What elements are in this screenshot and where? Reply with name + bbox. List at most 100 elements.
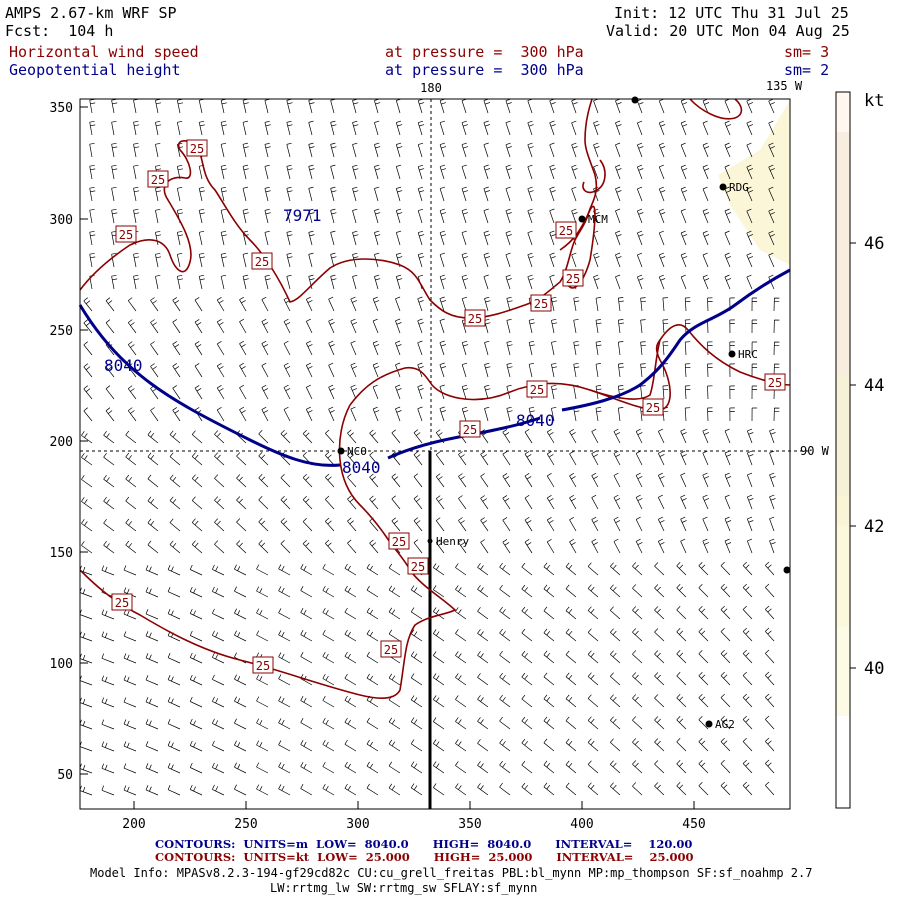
height-label: 8040: [516, 411, 555, 430]
wind-barb: [635, 472, 643, 488]
wind-barb: [350, 384, 358, 400]
wind-barb: [305, 340, 313, 356]
wind-barb: [702, 252, 709, 268]
wind-barb: [105, 319, 115, 334]
wind-barb: [435, 517, 445, 532]
wind-barb: [587, 672, 599, 686]
wind-barb: [211, 696, 225, 708]
wind-barb: [439, 164, 447, 180]
wind-barb: [587, 782, 599, 796]
wind-barb: [549, 98, 556, 114]
wind-barb: [344, 761, 357, 774]
wind-barb: [191, 452, 203, 466]
wind-barb: [724, 428, 731, 444]
wind-barb: [145, 609, 159, 620]
wind-barb: [565, 716, 577, 730]
wind-barb: [654, 562, 665, 576]
y-tick-label: 300: [50, 213, 73, 228]
wind-barb: [410, 717, 423, 730]
wind-barb: [698, 672, 709, 686]
wind-barb: [239, 406, 247, 422]
wind-barb: [242, 120, 248, 136]
wind-barb: [145, 587, 159, 598]
wind-barb: [439, 98, 447, 114]
wind-barb: [194, 385, 203, 400]
wind-barb: [308, 208, 315, 224]
wind-barb: [742, 759, 753, 774]
wind-barb: [613, 494, 621, 510]
wind-barb: [521, 562, 533, 576]
wind-barb: [264, 164, 270, 180]
wind-barb: [769, 494, 776, 510]
wind-barb: [111, 208, 118, 224]
wind-barb: [167, 740, 181, 752]
wind-barb: [680, 516, 687, 532]
wind-barb: [145, 785, 159, 796]
wind-barb: [413, 539, 423, 554]
wind-barb: [395, 384, 402, 400]
wind-barb: [308, 142, 315, 158]
wind-barb: [330, 252, 337, 268]
wind-barb: [543, 584, 555, 598]
wind-barb: [169, 496, 181, 510]
wind-barb: [435, 451, 445, 466]
wind-barb: [417, 208, 424, 224]
wind-barb: [352, 252, 359, 268]
wind-barb: [720, 583, 731, 598]
wind-barb: [543, 650, 555, 664]
wind-barb: [569, 494, 577, 510]
wind-barb: [524, 473, 533, 488]
wind-barb: [105, 385, 115, 400]
wind-barb: [483, 230, 491, 246]
wind-barb: [528, 340, 535, 356]
wind-barb: [388, 585, 401, 598]
wind-barb: [352, 164, 359, 180]
wind-barb: [127, 385, 137, 400]
wind-barb: [724, 516, 732, 532]
wind-barb: [344, 783, 357, 796]
wind-barb: [632, 738, 643, 752]
wind-barb: [521, 606, 533, 620]
wind-barbs: [79, 98, 780, 796]
wind-barb: [615, 208, 621, 224]
wind-barb: [527, 186, 534, 202]
wind-barb: [302, 495, 313, 510]
wind-barb: [322, 718, 335, 730]
wind-barb: [595, 297, 601, 312]
wind-barb: [521, 782, 533, 796]
wind-barb: [635, 494, 643, 510]
wind-barb: [551, 296, 558, 312]
wind-barb: [587, 738, 599, 752]
wind-barb: [524, 517, 533, 532]
station-marker: [337, 447, 345, 455]
wind-barb: [591, 450, 599, 466]
wind-barb: [573, 340, 580, 356]
wind-barb: [724, 450, 732, 466]
wind-barb: [189, 674, 203, 686]
wind-barb: [742, 649, 753, 664]
wind-barb: [439, 252, 446, 268]
wind-barb: [502, 451, 511, 466]
wind-barb: [125, 540, 137, 554]
wind-barb: [147, 452, 159, 466]
wind-barb: [83, 407, 93, 422]
wind-barb: [680, 142, 687, 158]
wind-barb: [79, 697, 93, 708]
wind-barb: [261, 406, 269, 422]
wind-barb: [220, 186, 227, 202]
wind-barb: [591, 494, 599, 510]
wind-barb: [155, 186, 162, 202]
wind-barb: [742, 605, 753, 620]
wind-barb: [702, 142, 710, 158]
wind-barb: [587, 694, 599, 708]
wind-barb: [615, 274, 621, 290]
wind-barb: [506, 362, 513, 378]
wind-barb: [388, 607, 401, 620]
wind-label: 25: [559, 224, 573, 238]
wind-barb: [283, 362, 291, 378]
wind-barb: [768, 208, 775, 224]
wind-barb: [283, 318, 291, 334]
wind-barb: [258, 430, 269, 444]
station-label: HRC: [738, 348, 758, 361]
wind-barb: [145, 697, 159, 708]
